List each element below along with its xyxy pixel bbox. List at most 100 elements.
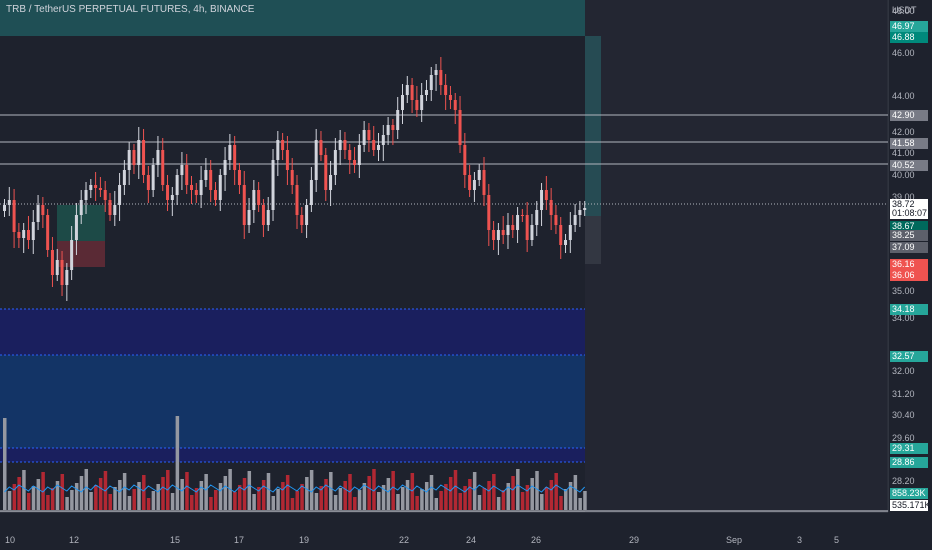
candle-body xyxy=(41,205,45,215)
volume-bar xyxy=(468,479,472,510)
time-label: 12 xyxy=(69,535,80,545)
volume-bar xyxy=(420,489,424,510)
candle-body xyxy=(501,230,505,235)
candle-body xyxy=(74,215,78,240)
volume-bar xyxy=(482,488,487,510)
volume-bar xyxy=(252,494,256,510)
candle-body xyxy=(233,145,237,170)
candle-body xyxy=(386,125,390,135)
time-label: 10 xyxy=(5,535,16,545)
price-tick: 40.00 xyxy=(892,170,915,180)
volume-bar xyxy=(535,471,539,510)
volume-bar xyxy=(41,472,45,510)
candle-body xyxy=(60,260,64,285)
volume-bar xyxy=(55,481,60,510)
volume-bar xyxy=(458,493,463,510)
volume-bar xyxy=(544,487,549,510)
candle-body xyxy=(36,205,40,222)
volume-bar xyxy=(424,482,429,510)
volume-bar xyxy=(46,495,50,510)
price-tick: 28.20 xyxy=(892,476,915,486)
candle-body xyxy=(463,145,467,175)
volume-bar xyxy=(209,497,213,510)
candle-body xyxy=(237,170,241,185)
candle-body xyxy=(84,190,88,200)
time-label: Sep xyxy=(726,535,743,545)
candle-body xyxy=(94,185,98,188)
volume-bar xyxy=(492,474,496,510)
volume-series[interactable] xyxy=(3,416,587,510)
volume-bar xyxy=(511,476,515,510)
volume-bar xyxy=(338,488,343,510)
candle-body xyxy=(266,210,270,225)
candle-body xyxy=(257,190,261,205)
candle-body xyxy=(175,175,179,195)
projection-box xyxy=(585,36,601,216)
candle-body xyxy=(305,205,309,225)
candlestick-series[interactable] xyxy=(3,57,587,301)
price-tick: 41.00 xyxy=(892,148,915,158)
candle-body xyxy=(343,140,347,150)
candle-body xyxy=(295,185,299,215)
volume-bar xyxy=(247,471,252,510)
candle-body xyxy=(583,208,587,210)
price-tag: 36.16 xyxy=(890,259,928,270)
volume-bar xyxy=(415,496,419,510)
volume-bar xyxy=(362,483,367,510)
price-tick: 34.00 xyxy=(892,313,915,323)
candle-body xyxy=(472,180,476,190)
volume-bar xyxy=(309,470,314,510)
candle-body xyxy=(439,70,443,85)
price-axis-area[interactable] xyxy=(888,0,932,512)
volume-bar xyxy=(127,496,132,510)
demand-zone-1 xyxy=(0,309,585,355)
candle-body xyxy=(549,200,553,215)
candle-body xyxy=(55,260,59,275)
volume-bar xyxy=(573,475,578,510)
candle-body xyxy=(142,140,146,175)
time-label: 5 xyxy=(834,535,840,545)
volume-bar xyxy=(70,490,74,510)
candle-body xyxy=(405,85,409,95)
volume-bar xyxy=(84,469,89,510)
candle-body xyxy=(458,110,462,145)
candle-body xyxy=(309,180,313,205)
volume-bar xyxy=(549,480,554,510)
time-label: 26 xyxy=(531,535,542,545)
volume-bar xyxy=(554,473,558,510)
candle-body xyxy=(209,170,213,190)
price-tag: 535.171K xyxy=(890,500,931,511)
volume-bar xyxy=(333,495,338,510)
volume-bar xyxy=(525,485,530,510)
candle-body xyxy=(381,135,385,145)
candle-body xyxy=(3,205,6,211)
candle-body xyxy=(400,95,404,110)
candle-body xyxy=(410,85,414,100)
volume-bar xyxy=(261,480,266,510)
price-tick: 42.00 xyxy=(892,127,915,137)
time-axis-area[interactable] xyxy=(0,512,932,550)
price-tick: 48.00 xyxy=(892,6,915,16)
volume-bar xyxy=(506,483,510,510)
candle-body xyxy=(108,200,112,215)
price-tick: 30.40 xyxy=(892,410,915,420)
candle-body xyxy=(319,140,323,155)
volume-bar xyxy=(7,491,12,510)
volume-bar xyxy=(89,492,93,510)
candle-body xyxy=(151,165,155,190)
volume-bar xyxy=(74,483,79,510)
volume-bar xyxy=(60,474,65,510)
volume-bar xyxy=(17,477,21,510)
volume-bar xyxy=(448,477,453,510)
volume-bar xyxy=(405,480,410,510)
price-tick: 29.60 xyxy=(892,433,915,443)
future-shade xyxy=(585,0,888,512)
volume-bar xyxy=(122,473,127,510)
price-tag: 38.25 xyxy=(890,230,928,241)
volume-bar xyxy=(257,487,261,510)
volume-bar xyxy=(108,494,112,510)
volume-bar xyxy=(266,473,271,510)
candle-body xyxy=(70,240,74,270)
candle-body xyxy=(496,230,500,240)
